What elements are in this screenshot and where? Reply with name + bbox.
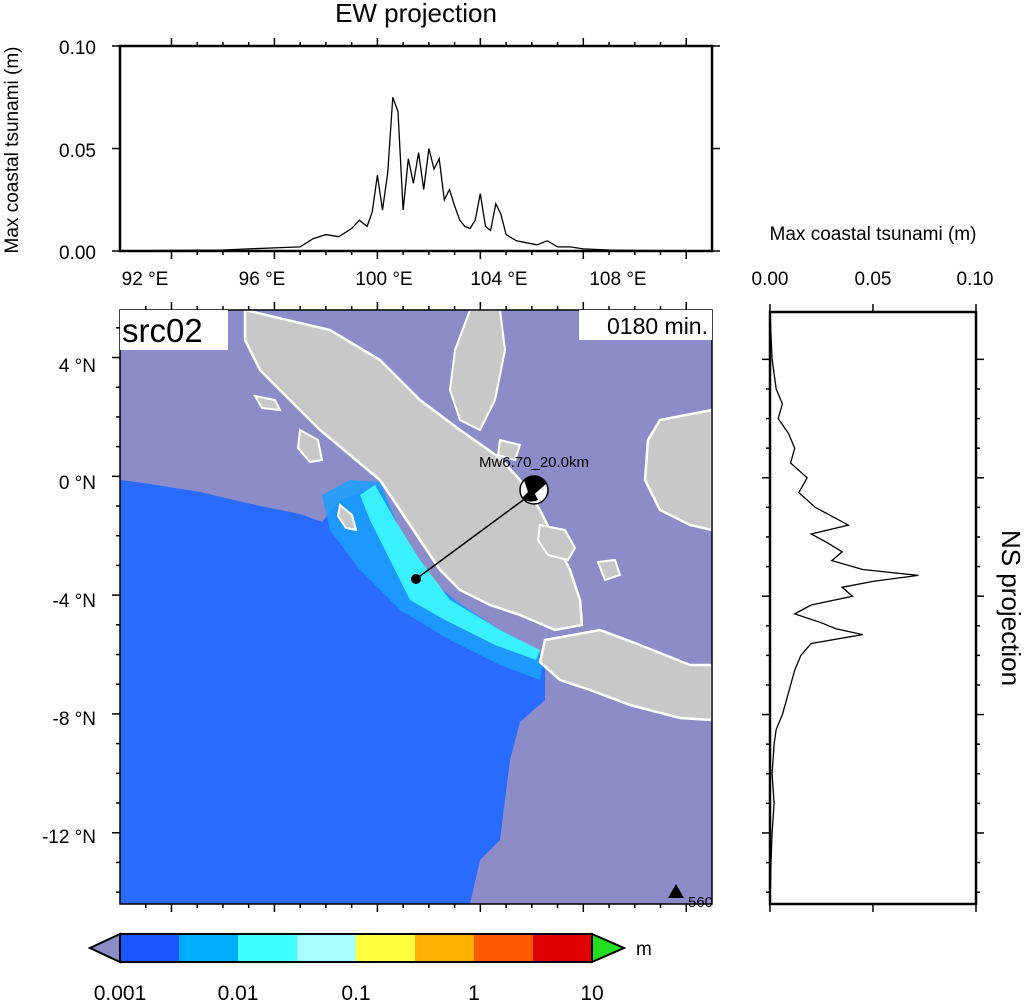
- ns-panel-xlabel: Max coastal tsunami (m): [770, 224, 977, 245]
- colorbar-over-arrow: [591, 932, 627, 964]
- epicenter-dot: [411, 574, 421, 584]
- colorbar-segment: [179, 934, 239, 962]
- coastal-high-wave: [360, 485, 540, 660]
- event-label: Mw6.70_20.0km: [479, 454, 589, 471]
- siberut-island: [336, 503, 358, 532]
- colorbar-segment: [474, 934, 534, 962]
- ew-x-tick-label: 108 °E: [589, 269, 646, 290]
- colorbar-segment: [238, 934, 298, 962]
- ns-x-tick-label: 0.10: [957, 269, 994, 290]
- ew-panel-ticks: [112, 38, 720, 259]
- map-y-tick-label: 4 °N: [59, 356, 96, 377]
- colorbar-segment: [120, 934, 180, 962]
- time-label: 0180 min.: [607, 313, 708, 339]
- lingga-islands: [496, 438, 522, 462]
- borneo-land: [643, 408, 712, 532]
- colorbar-tick-label: 10: [580, 982, 603, 1005]
- map-frame: [119, 309, 713, 905]
- map-y-tick-label: 0 °N: [59, 473, 96, 494]
- tsunami-field: [120, 480, 545, 904]
- colorbar-segment: [356, 934, 416, 962]
- ns-x-tick-label: 0.05: [855, 269, 892, 290]
- map-y-tick-label: -12 °N: [42, 827, 96, 848]
- ns-panel-title: NS projection: [996, 530, 1024, 686]
- colorbar-unit: m: [636, 939, 652, 960]
- colorbar-frame: [119, 933, 593, 963]
- source-label-box: [120, 310, 228, 350]
- ns-panel-ticks: [762, 304, 984, 912]
- simeulue-island: [253, 394, 282, 412]
- ew-projection-panel: EW projection Max coastal tsunami (m) 0.…: [2, 0, 720, 290]
- colorbar: m 0.001 0.01 0.1 1 10: [87, 932, 652, 1005]
- colorbar-under-arrow: [87, 932, 121, 964]
- ew-x-tick-label: 100 °E: [355, 269, 412, 290]
- nias-island: [296, 428, 324, 464]
- sumatra-land: [243, 310, 584, 632]
- source-label: src02: [122, 312, 203, 349]
- belitung-island: [596, 558, 622, 582]
- ew-y-tick-label: 0.00: [59, 243, 96, 264]
- colorbar-tick-label: 0.1: [341, 982, 370, 1005]
- colorbar-tick-label: 0.001: [94, 982, 147, 1005]
- bangka-island: [536, 523, 577, 562]
- ew-panel-title: EW projection: [335, 0, 497, 28]
- time-label-box: [579, 310, 712, 340]
- colorbar-tick-label: 1: [468, 982, 480, 1005]
- epicenter-link-line: [415, 494, 531, 580]
- map-y-tick-label: -4 °N: [53, 591, 97, 612]
- colorbar-tick-label: 0.01: [218, 982, 259, 1005]
- map-y-tick-label: -8 °N: [53, 709, 97, 730]
- ew-y-tick-label: 0.05: [59, 141, 96, 162]
- ew-panel-y-tick-labels: 0.00 0.05 0.10: [59, 38, 96, 264]
- station-label: 560: [688, 894, 713, 911]
- ns-series-line: [769, 311, 919, 905]
- map-ticks: [112, 302, 688, 912]
- colorbar-segment: [297, 934, 357, 962]
- ns-projection-panel: Max coastal tsunami (m) 0.00 0.05 0.10 N…: [752, 224, 1024, 912]
- ns-panel-frame: [768, 310, 978, 906]
- focal-mechanism-beachball-icon: [519, 475, 549, 505]
- ew-panel-x-tick-labels: 92 °E 96 °E 100 °E 104 °E 108 °E: [122, 269, 647, 290]
- colorbar-segment: [533, 934, 593, 962]
- ew-x-tick-label: 96 °E: [239, 269, 286, 290]
- map-panel: 4 °N 0 °N -4 °N -8 °N -12 °N src02 0180 …: [42, 302, 713, 912]
- ns-x-tick-label: 0.00: [752, 269, 789, 290]
- colorbar-segments: [120, 934, 593, 962]
- ew-y-tick-label: 0.10: [59, 38, 96, 59]
- station-triangle-icon: [668, 884, 684, 898]
- java-land: [538, 628, 712, 722]
- colorbar-segment: [415, 934, 475, 962]
- ew-panel-frame: [118, 44, 714, 253]
- ew-panel-ylabel: Max coastal tsunami (m): [2, 47, 23, 254]
- malay-peninsula: [448, 310, 507, 432]
- ew-series-line: [119, 97, 713, 252]
- map-y-tick-labels: 4 °N 0 °N -4 °N -8 °N -12 °N: [42, 356, 96, 848]
- ew-x-tick-label: 92 °E: [122, 269, 169, 290]
- ew-x-tick-label: 104 °E: [470, 269, 527, 290]
